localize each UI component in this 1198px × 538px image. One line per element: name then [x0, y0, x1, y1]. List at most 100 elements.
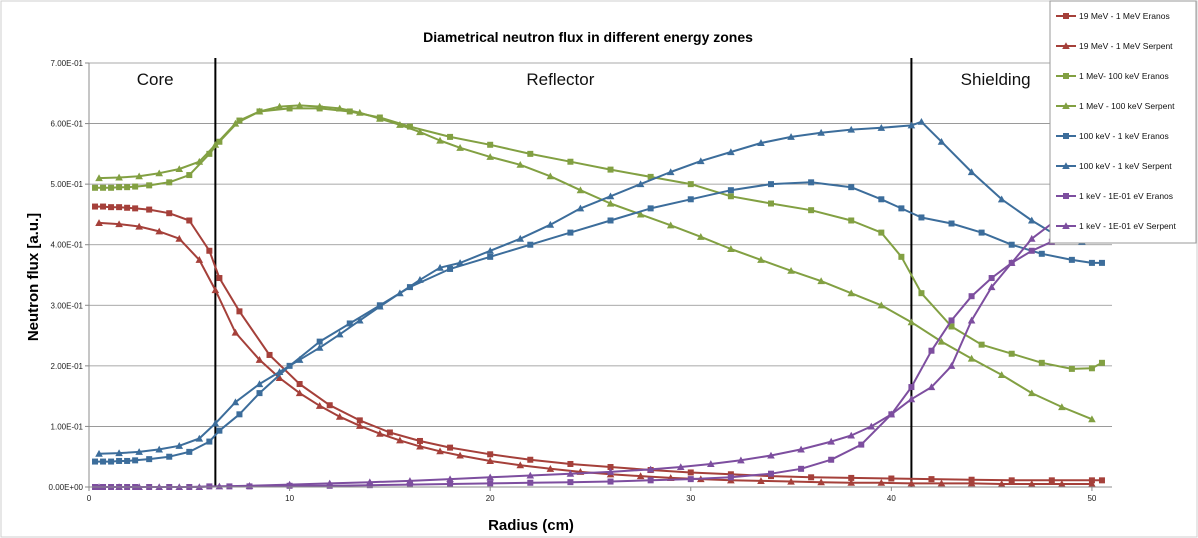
data-point	[606, 192, 615, 200]
data-point	[858, 441, 865, 448]
data-point	[877, 301, 886, 309]
y-tick-label: 6.00E-01	[51, 120, 84, 129]
data-point	[1088, 365, 1095, 372]
data-point	[636, 180, 645, 188]
data-point	[186, 217, 193, 224]
data-point	[566, 469, 575, 477]
legend-marker	[1063, 73, 1069, 79]
legend-label: 100 keV - 1 keV Serpent	[1079, 161, 1172, 171]
data-point	[687, 196, 694, 203]
data-point	[927, 383, 936, 391]
data-point	[92, 458, 99, 465]
data-point	[95, 219, 103, 226]
x-tick-label: 20	[486, 494, 495, 503]
legend-item: 1 MeV- 100 keV Eranos	[1056, 71, 1169, 81]
data-point	[195, 434, 204, 442]
data-point	[978, 341, 985, 348]
data-point	[406, 123, 413, 130]
data-point	[211, 286, 220, 294]
data-point	[1007, 259, 1016, 266]
data-point	[285, 480, 294, 488]
data-point	[878, 196, 885, 203]
data-point	[526, 471, 535, 479]
data-point	[124, 457, 131, 464]
data-point	[1098, 259, 1105, 266]
data-point	[215, 482, 224, 490]
data-point	[567, 479, 574, 486]
data-point	[967, 479, 976, 487]
data-point	[707, 460, 715, 468]
data-point	[607, 217, 614, 224]
data-point	[828, 456, 835, 463]
data-point	[576, 186, 585, 194]
data-point	[727, 471, 734, 478]
data-point	[447, 265, 454, 272]
data-point	[155, 227, 164, 235]
data-point	[666, 221, 675, 229]
data-point	[877, 478, 886, 486]
data-point	[386, 429, 393, 436]
data-point	[847, 431, 856, 439]
data-point	[146, 456, 153, 463]
data-point	[527, 150, 534, 157]
data-point	[446, 475, 454, 483]
zone-label: Shielding	[961, 70, 1031, 89]
data-point	[406, 477, 414, 484]
data-point	[767, 451, 775, 459]
data-point	[647, 205, 654, 212]
y-tick-label: 7.00E-01	[51, 59, 84, 68]
data-point	[316, 338, 323, 345]
data-point	[132, 183, 139, 190]
data-point	[1098, 477, 1105, 484]
data-point	[275, 368, 284, 375]
data-point	[787, 266, 795, 274]
data-point	[798, 465, 805, 472]
data-point	[887, 410, 896, 418]
data-point	[396, 289, 404, 297]
data-point	[231, 119, 240, 127]
series-4	[95, 101, 1096, 423]
data-point	[527, 479, 534, 486]
zone-label: Core	[137, 70, 174, 89]
data-point	[416, 442, 424, 450]
data-point	[447, 133, 454, 140]
data-point	[1058, 480, 1066, 488]
data-point	[757, 139, 765, 146]
data-point	[416, 437, 423, 444]
data-point	[567, 460, 574, 467]
data-point	[908, 384, 915, 391]
data-point	[100, 458, 107, 465]
data-point	[1098, 359, 1105, 366]
data-point	[275, 102, 284, 110]
data-point	[636, 472, 645, 480]
data-point	[687, 469, 694, 476]
data-point	[186, 172, 193, 179]
data-point	[146, 182, 153, 189]
data-point	[757, 256, 765, 263]
data-point	[124, 204, 131, 211]
data-point	[907, 479, 916, 487]
data-point	[967, 354, 976, 362]
data-point	[456, 259, 464, 266]
data-point	[132, 205, 139, 212]
data-point	[1027, 234, 1036, 242]
data-point	[132, 457, 139, 464]
data-point	[486, 246, 494, 254]
data-point	[888, 475, 895, 482]
data-point	[1038, 250, 1045, 257]
data-point	[255, 380, 264, 388]
data-point	[848, 184, 855, 191]
data-point	[1008, 477, 1015, 484]
legend-marker	[1062, 102, 1070, 110]
data-point	[92, 184, 99, 191]
data-point	[676, 463, 685, 471]
data-point	[100, 203, 107, 210]
legend-item: 1 keV - 1E-01 eV Eranos	[1056, 191, 1173, 201]
data-point	[947, 362, 956, 369]
data-point	[847, 478, 856, 486]
data-point	[356, 417, 363, 424]
data-point	[808, 207, 815, 214]
data-point	[447, 480, 454, 487]
